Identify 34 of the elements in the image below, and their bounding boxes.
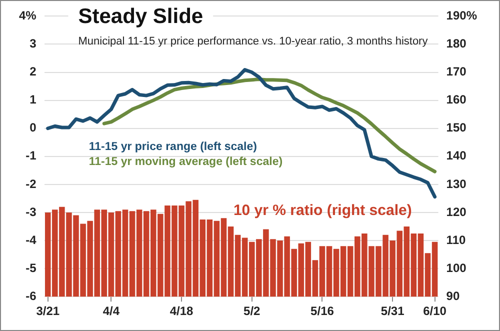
y-tick-label: 3	[30, 36, 37, 51]
y2-tick-label: 100	[446, 260, 467, 275]
text: 11-15 yr moving average (left scale)	[88, 156, 283, 168]
text: Municipal 11-15 yr price performance vs. 10-year ratio, 3 months history	[78, 35, 428, 48]
y-tick-label: 0	[30, 120, 37, 135]
y-tick-label: -3	[26, 204, 37, 219]
series-label: 11-15 yr price range (left scale)	[88, 140, 258, 153]
y-tick-label: 2	[30, 64, 37, 79]
x-tick-label: 5/16	[310, 304, 334, 318]
chart-title: Steady Slide	[78, 4, 204, 28]
x-tick-label: 4/4	[102, 304, 120, 318]
y-tick-label: -6	[26, 288, 37, 303]
y2-tick-label: 110	[446, 232, 466, 247]
y2-tick-label: 180	[446, 36, 467, 51]
x-tick-label: 3/21	[36, 304, 60, 318]
x-tick-label: 5/2	[244, 304, 261, 318]
y2-tick-label: 140	[446, 148, 467, 163]
y2-tick-label: 160	[446, 92, 467, 107]
x-tick-label: 5/31	[380, 304, 405, 318]
y-tick-label: -4	[26, 232, 37, 247]
y2-tick-label: 190%	[446, 8, 478, 23]
y2-tick-label: 170	[446, 64, 467, 79]
x-tick-label: 6/10	[423, 304, 447, 318]
y2-tick-label: 150	[446, 120, 467, 135]
x-tick-label: 4/18	[170, 304, 194, 318]
series-label: 10 yr % ratio (right scale)	[233, 202, 412, 220]
y2-tick-label: 130	[446, 176, 467, 191]
y-tick-label: -5	[26, 260, 37, 275]
y-tick-label: 4%	[19, 8, 37, 23]
y2-tick-label: 90	[446, 288, 460, 303]
y2-tick-label: 120	[446, 204, 467, 219]
y-tick-label: -1	[26, 148, 37, 163]
y-tick-label: -2	[26, 176, 37, 191]
y-tick-label: 1	[30, 92, 37, 107]
